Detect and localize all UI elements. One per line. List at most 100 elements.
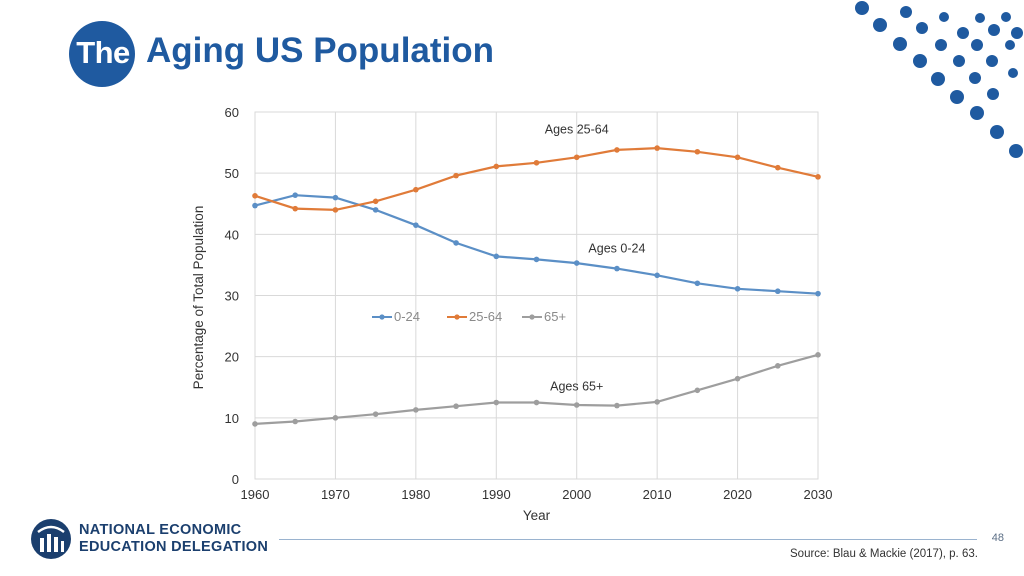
decorative-dot [1001,12,1011,22]
data-point-0-24 [252,202,258,209]
y-tick-label: 30 [225,289,239,304]
decorative-dot [900,6,912,18]
data-point-65+ [332,415,339,421]
annotation-label: Ages 25-64 [545,122,609,136]
decorative-dot [1009,144,1023,158]
legend-marker-25-64 [454,314,460,320]
data-point-0-24 [533,256,540,263]
data-point-65+ [774,363,781,369]
x-axis-title: Year [523,508,551,523]
data-point-25-64 [493,163,500,170]
decorative-dot [990,125,1004,139]
data-point-65+ [372,411,379,417]
data-point-0-24 [332,194,339,201]
y-tick-label: 0 [232,472,239,487]
data-point-65+ [413,407,419,413]
data-point-0-24 [292,192,299,198]
decorative-dot [855,1,869,15]
y-axis-title: Percentage of Total Population [191,206,206,390]
decorative-dot [1005,40,1015,50]
series-line-65+ [254,353,819,425]
footer-divider [279,539,977,540]
data-point-25-64 [774,164,781,171]
legend-marker-0-24 [379,314,385,320]
data-point-65+ [292,418,299,425]
data-point-65+ [694,387,701,394]
series-line-25-64 [254,146,819,212]
y-tick-label: 10 [225,411,239,426]
x-tick-label: 1990 [482,487,511,502]
title-highlight: The [76,35,130,70]
data-point-0-24 [372,207,379,213]
data-point-65+ [453,403,459,410]
data-point-25-64 [413,186,419,193]
y-tick-label: 20 [225,350,239,365]
data-point-0-24 [734,285,741,292]
decorative-dot [975,13,985,23]
decorative-dot [970,106,984,120]
decorative-dot [1008,68,1018,78]
decorative-dot [986,55,998,67]
x-tick-label: 1970 [321,487,350,502]
decorative-dot [939,12,949,22]
data-point-0-24 [774,288,781,295]
data-point-25-64 [372,198,379,205]
title-badge: The [69,21,135,87]
decorative-dot [893,37,907,51]
org-name-line2: EDUCATION DELEGATION [79,539,269,555]
data-point-0-24 [573,260,580,266]
data-point-0-24 [694,280,701,287]
x-tick-label: 2010 [643,487,672,502]
data-point-25-64 [734,154,741,161]
nead-logo-icon [31,519,71,559]
x-tick-label: 1960 [241,487,270,502]
data-point-0-24 [493,253,500,260]
decorative-dot [950,90,964,104]
data-point-65+ [614,402,620,409]
org-name-line1: NATIONAL ECONOMIC [79,522,242,538]
data-point-25-64 [292,205,299,212]
decorative-dot [953,55,965,67]
data-point-25-64 [815,174,821,180]
decorative-dot [935,39,947,51]
page-number: 48 [991,532,1004,544]
legend-marker-65+ [529,314,535,320]
data-point-0-24 [614,265,620,272]
decorative-dot [957,27,969,39]
data-point-25-64 [654,145,660,151]
legend-label-65+: 65+ [544,309,566,324]
data-point-0-24 [413,222,419,228]
x-tick-label: 2000 [562,487,591,502]
data-point-25-64 [694,148,701,155]
data-point-65+ [533,399,540,406]
decorative-dots [855,1,1023,158]
decorative-dot [931,72,945,86]
data-point-25-64 [453,172,459,179]
data-point-65+ [573,402,580,408]
data-point-65+ [654,399,660,405]
annotation-label: Ages 65+ [550,379,603,393]
data-point-0-24 [453,240,459,246]
legend-label-0-24: 0-24 [394,309,420,324]
data-point-65+ [493,399,500,406]
data-point-25-64 [252,192,258,199]
y-tick-label: 40 [225,227,239,242]
decorative-dot [916,22,928,34]
data-point-65+ [252,421,258,427]
data-point-25-64 [533,159,540,166]
source-citation: Source: Blau & Mackie (2017), p. 63. [790,548,978,560]
decorative-dot [1011,27,1023,39]
data-point-0-24 [815,290,821,297]
data-point-25-64 [573,154,580,161]
x-tick-label: 2030 [804,487,833,502]
legend-label-25-64: 25-64 [469,309,502,324]
decorative-dot [969,72,981,84]
decorative-dot [873,18,887,32]
decorative-dot [971,39,983,51]
annotation-label: Ages 0-24 [588,242,645,256]
y-tick-label: 60 [225,105,239,120]
decorative-dot [988,24,1000,36]
data-point-65+ [815,352,821,358]
decorative-dot [987,88,999,100]
